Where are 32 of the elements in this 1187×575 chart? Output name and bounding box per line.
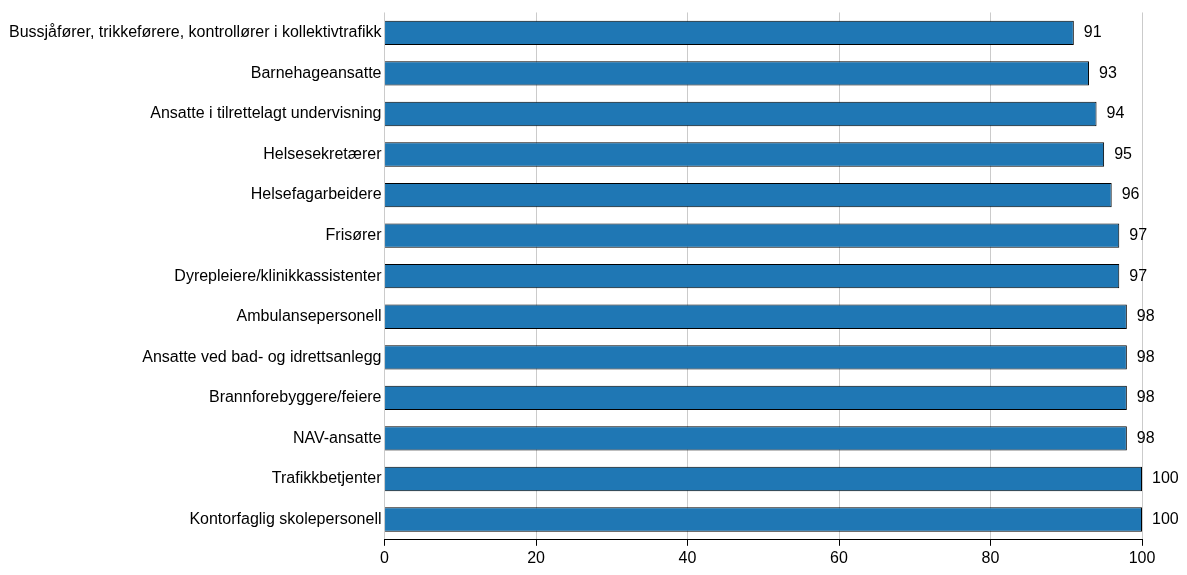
y-tick-label: Frisører <box>325 226 383 244</box>
data-label: 97 <box>1129 226 1148 244</box>
data-label: 96 <box>1121 185 1140 203</box>
x-tick-label: 60 <box>830 548 849 566</box>
y-tick-label: Helsefagarbeidere <box>250 185 382 203</box>
y-tick-label: Dyrepleiere/klinikkassistenter <box>174 266 383 284</box>
y-tick-label: Ansatte ved bad- og idrettsanlegg <box>142 347 382 365</box>
y-tick-label: Ambulansepersonell <box>236 307 382 325</box>
y-tick-label: Kontorfaglig skolepersonell <box>189 509 382 527</box>
data-label: 100 <box>1152 509 1179 527</box>
y-tick-label: Ansatte i tilrettelagt undervisning <box>150 104 382 122</box>
y-tick-label: Barnehageansatte <box>250 63 382 81</box>
data-label: 98 <box>1136 307 1155 325</box>
y-tick-label: Bussjåfører, trikkeførere, kontrollører i kollektivtrafikk <box>8 23 383 41</box>
y-tick-label: Trafikkbetjenter <box>271 469 383 487</box>
x-tick-label: 80 <box>981 548 1000 566</box>
y-tick-label: Brannforebyggere/feiere <box>208 388 382 406</box>
y-tick-label: Helsesekretærer <box>263 144 383 162</box>
data-label: 97 <box>1129 266 1148 284</box>
x-tick-label: 20 <box>527 548 546 566</box>
y-tick-label: NAV-ansatte <box>292 428 382 446</box>
data-label: 93 <box>1098 63 1117 81</box>
data-label: 98 <box>1136 347 1155 365</box>
data-label: 98 <box>1136 428 1155 446</box>
data-label: 98 <box>1136 388 1155 406</box>
data-label: 100 <box>1152 469 1179 487</box>
x-tick-label: 40 <box>678 548 697 566</box>
data-label: 94 <box>1106 104 1125 122</box>
data-label: 91 <box>1083 23 1102 41</box>
data-label: 95 <box>1114 144 1133 162</box>
x-tick-label: 0 <box>380 548 390 566</box>
x-tick-label: 100 <box>1128 548 1156 566</box>
